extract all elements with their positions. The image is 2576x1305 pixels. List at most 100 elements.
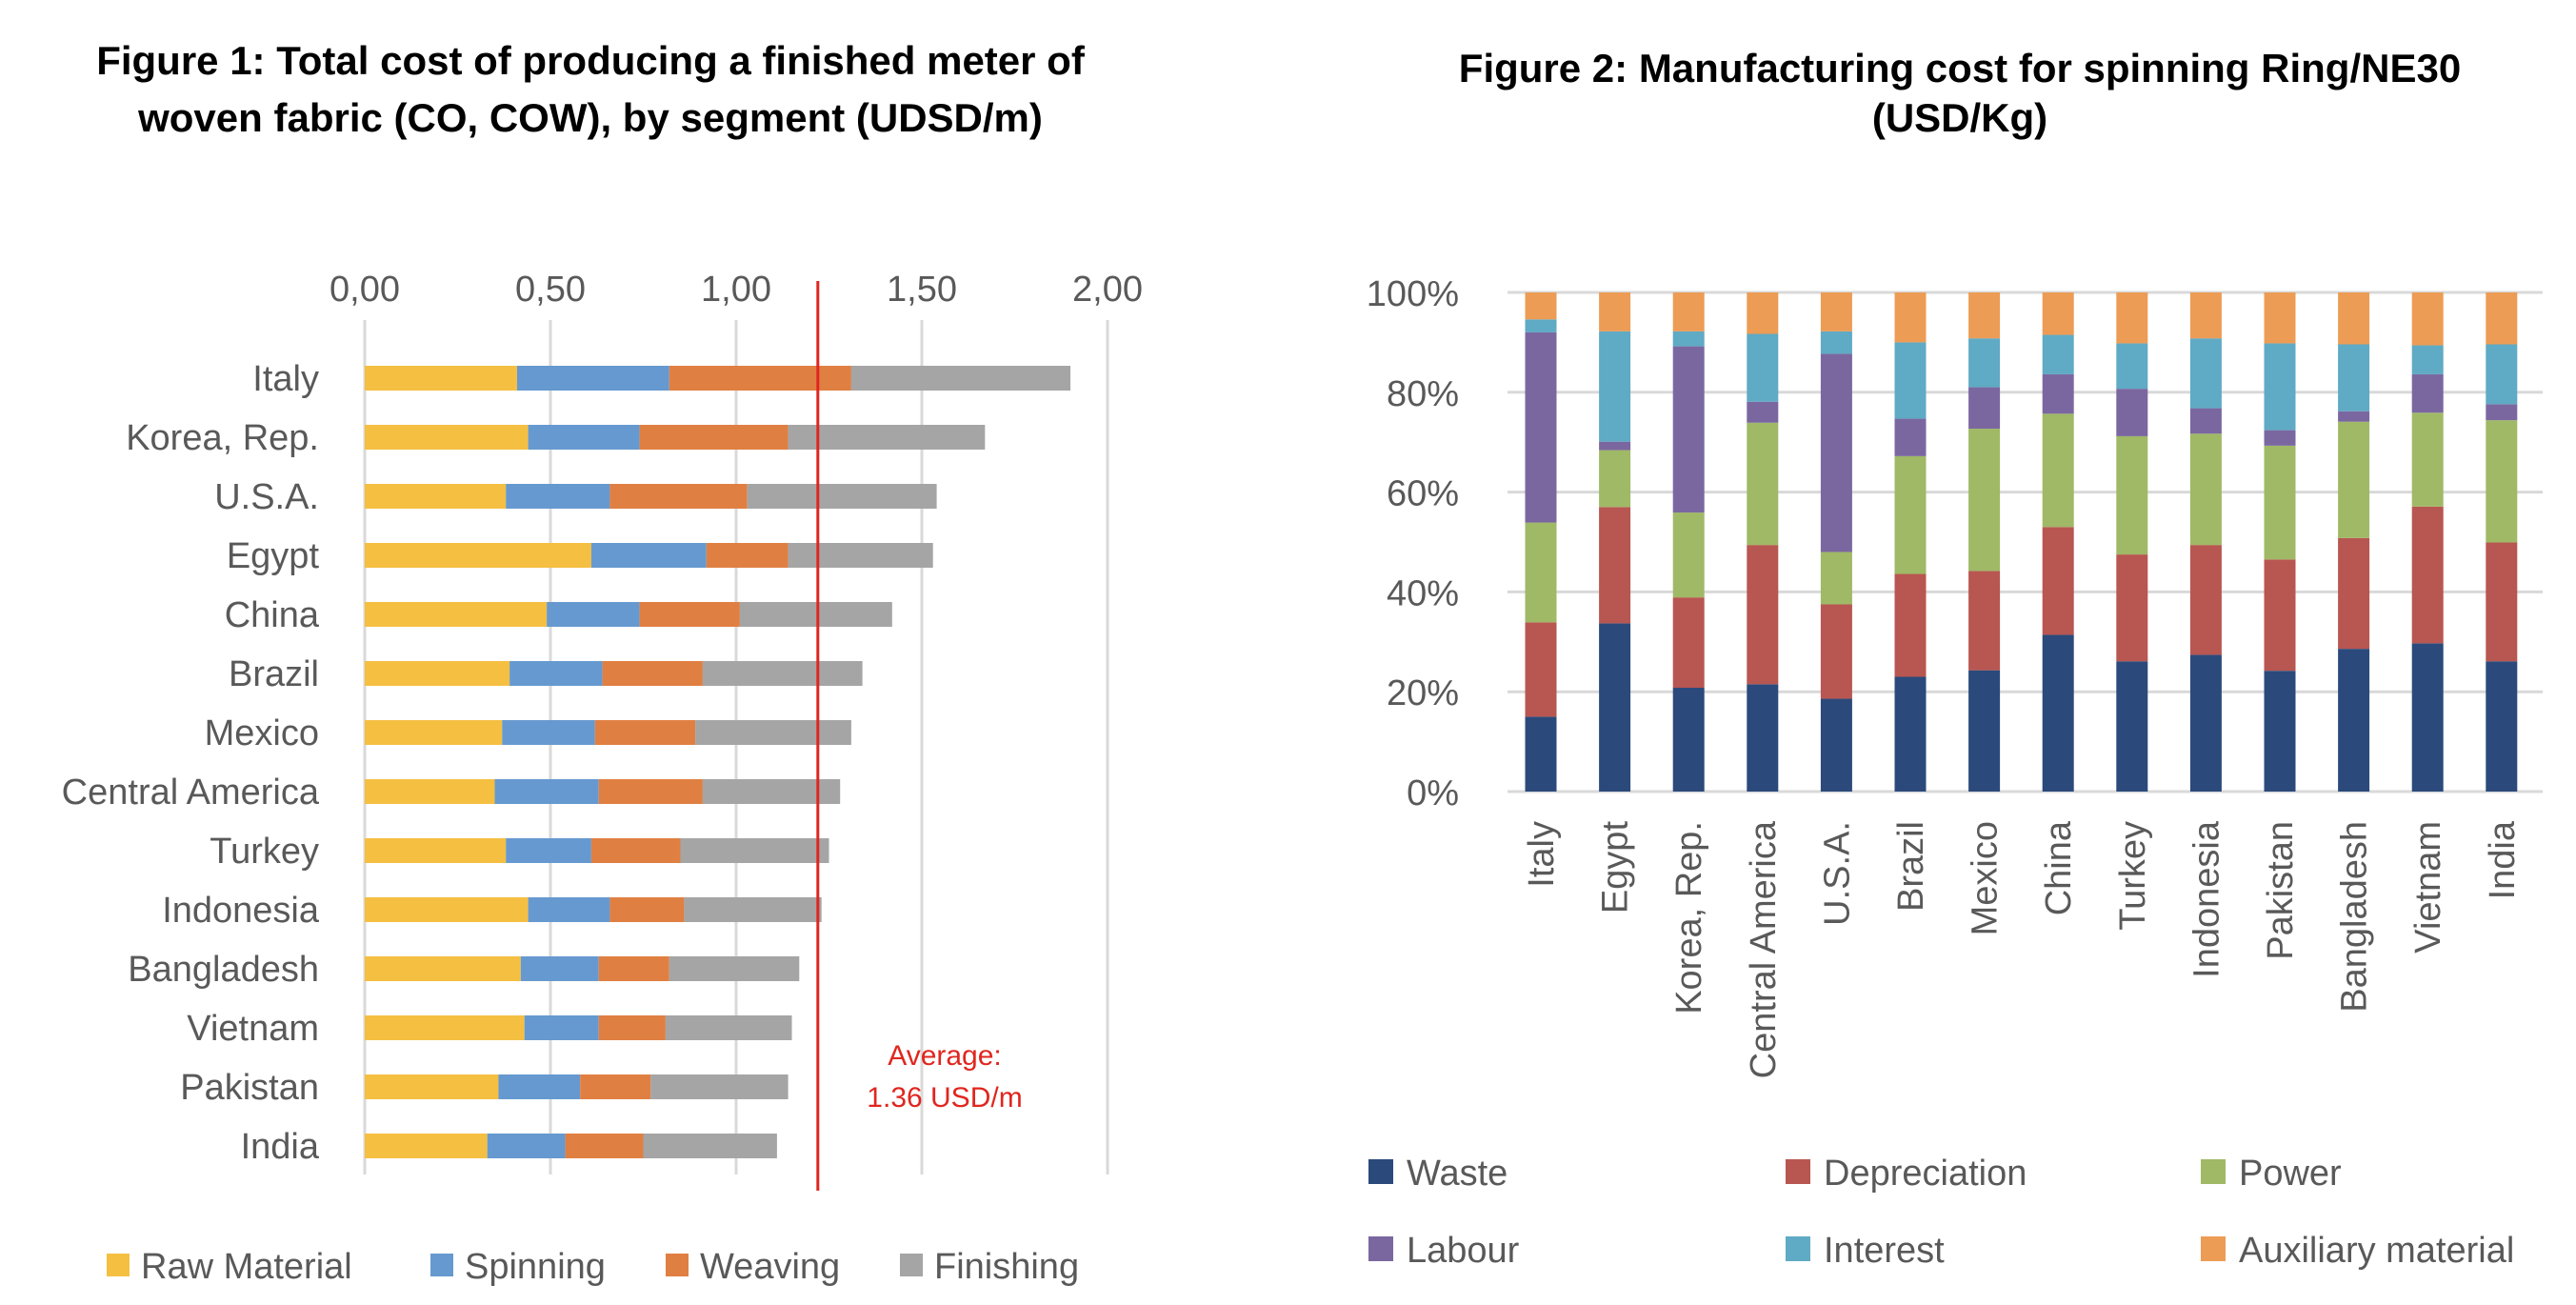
bar-power-central-america	[1747, 422, 1779, 546]
bar-interest-u-s-a	[1820, 331, 1852, 354]
category-label-central-america: Central America	[1744, 820, 1784, 1078]
category-label-pakistan: Pakistan	[180, 1068, 319, 1108]
bar-spinning-brazil	[509, 661, 603, 686]
bar-weaving-india	[565, 1134, 644, 1158]
figure-2-gridlines	[1508, 291, 2543, 793]
y-tick-label: 80%	[1387, 374, 1459, 414]
bar-depreciation-china	[2042, 527, 2074, 635]
bar-weaving-italy	[669, 366, 851, 391]
bar-labour-central-america	[1747, 401, 1779, 423]
bar-finishing-pakistan	[650, 1074, 789, 1099]
category-label-pakistan: Pakistan	[2261, 821, 2301, 960]
bar-waste-mexico	[1968, 670, 2001, 792]
category-label-vietnam: Vietnam	[2408, 821, 2448, 954]
bar-depreciation-bangladesh	[2338, 537, 2370, 650]
bar-labour-china	[2042, 373, 2074, 414]
bar-interest-bangladesh	[2338, 344, 2370, 412]
bar-labour-mexico	[1968, 387, 2001, 430]
bar-raw-material-vietnam	[365, 1015, 525, 1040]
bar-depreciation-central-america	[1747, 545, 1779, 685]
bar-waste-korea-rep	[1672, 688, 1705, 792]
bar-spinning-mexico	[502, 720, 595, 745]
bar-power-mexico	[1968, 429, 2001, 572]
bar-waste-brazil	[1894, 676, 1927, 792]
x-tick-label: 2,00	[1072, 270, 1143, 310]
bar-waste-indonesia	[2189, 654, 2222, 792]
bar-interest-brazil	[1894, 342, 1927, 419]
x-tick-label: 1,50	[887, 270, 957, 310]
category-label-italy: Italy	[252, 359, 319, 399]
bar-depreciation-egypt	[1599, 507, 1631, 624]
category-label-mexico: Mexico	[1966, 821, 2006, 935]
bar-raw-material-egypt	[365, 543, 591, 568]
figure-2-legend: Waste Depreciation Power Labour Interest Auxi…	[1368, 1154, 2514, 1271]
y-tick-label: 20%	[1387, 673, 1459, 713]
bar-depreciation-indonesia	[2189, 545, 2222, 655]
figure-1-legend: Raw Material Spinning Weaving Finishing	[107, 1247, 1079, 1287]
bar-depreciation-italy	[1525, 622, 1557, 717]
bar-power-turkey	[2116, 435, 2148, 555]
legend-swatch-auxiliary-material	[2201, 1236, 2226, 1261]
bar-labour-pakistan	[2264, 430, 2296, 446]
bar-labour-india	[2486, 404, 2518, 421]
figure-2-bars	[1525, 292, 2518, 792]
bar-interest-egypt	[1599, 331, 1631, 442]
category-label-egypt: Egypt	[227, 536, 320, 576]
bar-waste-india	[2486, 661, 2518, 792]
category-label-italy: Italy	[1522, 821, 1562, 888]
legend-label-auxiliary-material: Auxiliary material	[2239, 1231, 2514, 1271]
legend-label-finishing: Finishing	[934, 1247, 1079, 1287]
bar-labour-u-s-a	[1820, 353, 1852, 552]
y-tick-label: 40%	[1387, 573, 1459, 613]
bar-power-korea-rep	[1672, 512, 1705, 598]
bar-auxiliary-material-egypt	[1599, 292, 1631, 331]
bar-raw-material-italy	[365, 366, 517, 391]
legend-label-interest: Interest	[1824, 1231, 1945, 1271]
bar-raw-material-india	[365, 1134, 488, 1158]
bar-interest-india	[2486, 344, 2518, 405]
bar-spinning-turkey	[506, 838, 591, 863]
x-tick-label: 1,00	[701, 270, 771, 310]
bar-spinning-korea-rep	[528, 425, 640, 450]
bar-weaving-brazil	[602, 661, 703, 686]
bar-raw-material-china	[365, 602, 548, 627]
bar-finishing-mexico	[695, 720, 851, 745]
bar-weaving-turkey	[590, 838, 681, 863]
bar-spinning-vietnam	[524, 1015, 599, 1040]
bar-finishing-italy	[850, 366, 1070, 391]
bar-waste-italy	[1525, 716, 1557, 792]
category-label-indonesia: Indonesia	[2187, 820, 2227, 978]
bar-spinning-indonesia	[528, 897, 610, 922]
legend-label-spinning: Spinning	[465, 1247, 606, 1287]
bar-raw-material-mexico	[365, 720, 503, 745]
category-label-india: India	[2483, 820, 2523, 899]
bar-waste-vietnam	[2411, 643, 2444, 792]
legend-label-depreciation: Depreciation	[1824, 1154, 2027, 1194]
bar-spinning-italy	[516, 366, 669, 391]
bar-spinning-egypt	[590, 543, 707, 568]
figure-2: Figure 2: Manufacturing cost for spinnin…	[1367, 46, 2543, 1271]
bar-labour-egypt	[1599, 441, 1631, 451]
bar-power-brazil	[1894, 455, 1927, 574]
legend-label-raw-material: Raw Material	[141, 1247, 352, 1287]
figure-1: Figure 1: Total cost of producing a fini…	[62, 38, 1143, 1287]
bar-interest-china	[2042, 334, 2074, 374]
bar-labour-italy	[1525, 331, 1557, 523]
category-label-china: China	[2039, 820, 2079, 915]
bar-power-china	[2042, 413, 2074, 528]
bar-finishing-korea-rep	[788, 425, 986, 450]
y-tick-label: 60%	[1387, 474, 1459, 514]
bar-weaving-bangladesh	[598, 956, 669, 981]
bar-waste-turkey	[2116, 661, 2148, 792]
category-label-bangladesh: Bangladesh	[128, 950, 319, 990]
bar-power-u-s-a	[1820, 552, 1852, 605]
category-label-vietnam: Vietnam	[187, 1009, 319, 1049]
figure-2-title-line-1: Figure 2: Manufacturing cost for spinnin…	[1459, 46, 2461, 90]
legend-swatch-depreciation	[1786, 1159, 1810, 1184]
bar-auxiliary-material-india	[2486, 292, 2518, 345]
bar-auxiliary-material-pakistan	[2264, 292, 2296, 344]
bar-interest-pakistan	[2264, 343, 2296, 431]
legend-label-waste: Waste	[1407, 1154, 1508, 1194]
category-label-turkey: Turkey	[2113, 821, 2153, 931]
